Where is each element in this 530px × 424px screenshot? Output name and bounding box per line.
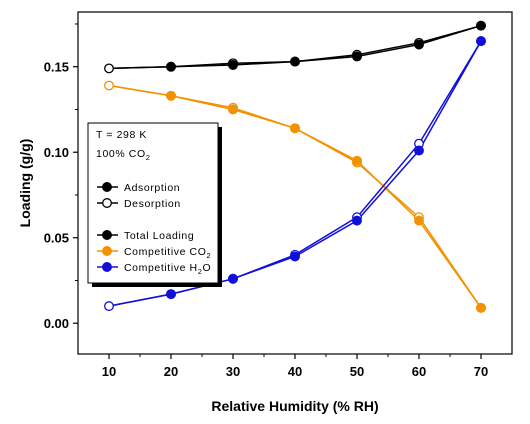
- legend-label-adsorption: Adsorption: [124, 182, 180, 194]
- x-tick-label: 50: [350, 364, 364, 379]
- competitive-co2-adsorption-point: [414, 215, 424, 226]
- competitive-h2o-adsorption-point: [476, 36, 486, 47]
- legend: T = 298 K 100% CO2 Adsorption Desorption…: [87, 122, 222, 287]
- x-tick-label: 20: [164, 364, 178, 379]
- legend-label-total-loading: Total Loading: [124, 230, 194, 242]
- competitive-h2o-adsorption-point: [290, 251, 300, 262]
- competitive-h2o-marker: [102, 262, 112, 272]
- competitive-h2o-adsorption-point: [228, 273, 238, 284]
- legend-entry-desorption: Desorption: [97, 198, 181, 210]
- x-tick-label: 70: [474, 364, 488, 379]
- y-tick-label: 0.10: [44, 145, 69, 160]
- x-tick-label: 30: [226, 364, 240, 379]
- total-loading-marker: [102, 230, 112, 240]
- legend-entry-competitive-co2: Competitive CO2: [97, 246, 211, 260]
- competitive-h2o-adsorption-point: [166, 289, 176, 300]
- total-loading-adsorption-point: [414, 39, 424, 50]
- axis-ticks: 10 20 30 40 50 60 70 0.00 0.05 0.10 0.15: [44, 23, 488, 379]
- desorption-marker: [102, 198, 112, 208]
- gas-subscript: 2: [146, 153, 151, 162]
- total-loading-adsorption-point: [166, 61, 176, 72]
- adsorption-marker: [102, 182, 112, 192]
- total-loading-adsorption-point: [352, 51, 362, 62]
- legend-label-competitive-h2o: Competitive H2O: [124, 262, 211, 276]
- competitive-h2o-adsorption-point: [352, 215, 362, 226]
- legend-label-desorption: Desorption: [124, 198, 181, 210]
- series-markers: [104, 20, 486, 313]
- legend-gas: 100% CO2: [96, 148, 151, 162]
- y-tick-label: 0.05: [44, 231, 69, 246]
- competitive-co2-adsorption-point: [290, 123, 300, 134]
- competitive-h2o-desorption-point: [104, 301, 114, 312]
- legend-label-competitive-co2: Competitive CO2: [124, 246, 211, 260]
- total-loading-desorption-point: [104, 63, 114, 74]
- y-axis-title: Loading (g/g): [17, 139, 33, 228]
- x-tick-label: 10: [102, 364, 116, 379]
- legend-entry-competitive-h2o: Competitive H2O: [97, 262, 211, 276]
- total-loading-adsorption-point: [290, 56, 300, 67]
- x-tick-label: 60: [412, 364, 426, 379]
- legend-entry-total-loading: Total Loading: [97, 230, 194, 242]
- competitive-h2o-adsorption-point: [414, 145, 424, 156]
- x-tick-label: 40: [288, 364, 302, 379]
- y-tick-label: 0.00: [44, 316, 69, 331]
- competitive-co2-adsorption-point: [166, 90, 176, 101]
- total-loading-adsorption-point: [476, 20, 486, 31]
- x-axis-title: Relative Humidity (% RH): [211, 398, 378, 414]
- competitive-co2-adsorption-point: [228, 104, 238, 115]
- total-loading-adsorption-point: [228, 60, 238, 70]
- competitive-co2-desorption-point: [104, 80, 114, 91]
- competitive-co2-adsorption-point: [476, 302, 486, 313]
- competitive-co2-marker: [102, 246, 112, 256]
- legend-entry-adsorption: Adsorption: [97, 182, 180, 194]
- competitive-co2-adsorption-point: [352, 155, 362, 166]
- y-tick-label: 0.15: [44, 60, 69, 75]
- legend-temperature: T = 298 K: [96, 129, 147, 141]
